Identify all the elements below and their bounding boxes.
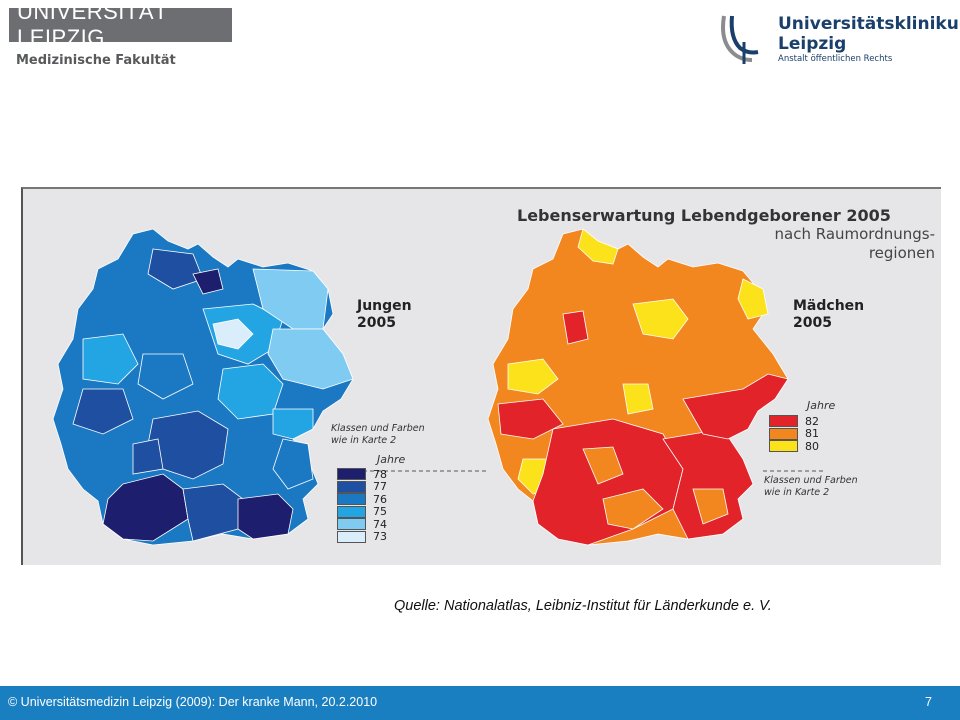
note-left-line2: wie in Karte 2 <box>331 435 397 446</box>
map-subtitle-line2: regionen <box>868 244 935 262</box>
jungen-legend-swatch <box>337 468 366 480</box>
maedchen-legend-value: 82 <box>805 414 819 428</box>
jungen-legend-value: 77 <box>373 480 387 493</box>
maedchen-legend-item: 81 <box>769 427 835 440</box>
jungen-legend-swatch <box>337 493 366 505</box>
jungen-legend-item: 78 <box>337 467 405 481</box>
label-maedchen-year: 2005 <box>793 315 832 331</box>
maedchen-legend-item: 82 <box>769 414 835 428</box>
jungen-legend-value: 76 <box>373 492 387 506</box>
jungen-legend-swatch <box>337 480 366 493</box>
ukl-title-line1: Universitätsklinikum <box>778 14 960 34</box>
germany-map-maedchen <box>487 228 789 546</box>
note-left: Klassen und Farben wie in Karte 2 <box>331 423 425 447</box>
page-number: 7 <box>925 695 932 709</box>
jungen-legend-item: 74 <box>337 517 405 531</box>
label-jungen-year: 2005 <box>357 315 396 331</box>
maedchen-legend-value: 80 <box>805 439 819 453</box>
label-jungen: Jungen 2005 <box>357 298 412 332</box>
map-subtitle-line1: nach Raumordnungs- <box>774 225 936 243</box>
label-maedchen-title: Mädchen <box>793 298 865 314</box>
universitaet-leipzig-logo: UNIVERSITÄT LEIPZIG <box>9 0 232 50</box>
ukl-logo-mark-icon <box>721 15 759 64</box>
ukl-subtitle: Anstalt öffentlichen Rechts <box>778 54 893 64</box>
maedchen-legend-swatch <box>769 427 798 440</box>
ukl-title-line2: Leipzig <box>778 34 847 54</box>
jungen-legend-value: 78 <box>373 467 387 481</box>
jungen-legend-item: 73 <box>337 530 405 543</box>
maedchen-legend-swatch <box>769 415 798 427</box>
germany-maps-graphic <box>52 228 823 546</box>
life-expectancy-map-panel: Lebenserwartung Lebendgeborener 2005 nac… <box>21 187 941 565</box>
label-maedchen: Mädchen 2005 <box>793 298 864 332</box>
jungen-legend-value: 74 <box>373 517 387 531</box>
germany-map-jungen <box>52 228 354 546</box>
maedchen-legend-item: 80 <box>769 439 835 453</box>
ul-logo-text: UNIVERSITÄT LEIPZIG <box>17 0 168 50</box>
faculty-subtitle: Medizinische Fakultät <box>16 53 176 68</box>
note-right-line1: Klassen und Farben <box>764 475 858 486</box>
legend-maedchen-title: Jahre <box>807 399 836 412</box>
legend-jungen: Jahre 78 77 76 75 74 73 <box>337 453 405 543</box>
note-right: Klassen und Farben wie in Karte 2 <box>764 475 858 499</box>
jungen-legend-item: 75 <box>337 505 405 518</box>
legend-maedchen: Jahre 82 81 80 <box>769 399 835 453</box>
universitaetsklinikum-logo: Universitätsklinikum Leipzig Anstalt öff… <box>718 12 960 72</box>
note-left-line1: Klassen und Farben <box>331 423 425 434</box>
jungen-legend-swatch <box>337 530 366 543</box>
footer-bar: © Universitätsmedizin Leipzig (2009): De… <box>0 686 960 720</box>
note-right-line2: wie in Karte 2 <box>764 487 830 498</box>
label-jungen-title: Jungen <box>357 298 412 314</box>
jungen-legend-item: 76 <box>337 492 405 506</box>
jungen-legend-swatch <box>337 505 366 518</box>
maedchen-legend-swatch <box>769 440 798 452</box>
jungen-legend-value: 73 <box>373 530 387 543</box>
jungen-legend-swatch <box>337 518 366 530</box>
footer-copyright: © Universitätsmedizin Leipzig (2009): De… <box>8 695 378 709</box>
legend-jungen-title: Jahre <box>377 453 406 466</box>
maedchen-legend-value: 81 <box>805 427 819 440</box>
map-title: Lebenserwartung Lebendgeborener 2005 <box>517 206 891 225</box>
source-caption: Quelle: Nationalatlas, Leibniz-Institut … <box>394 598 772 614</box>
jungen-legend-value: 75 <box>373 505 387 518</box>
jungen-legend-item: 77 <box>337 480 405 493</box>
